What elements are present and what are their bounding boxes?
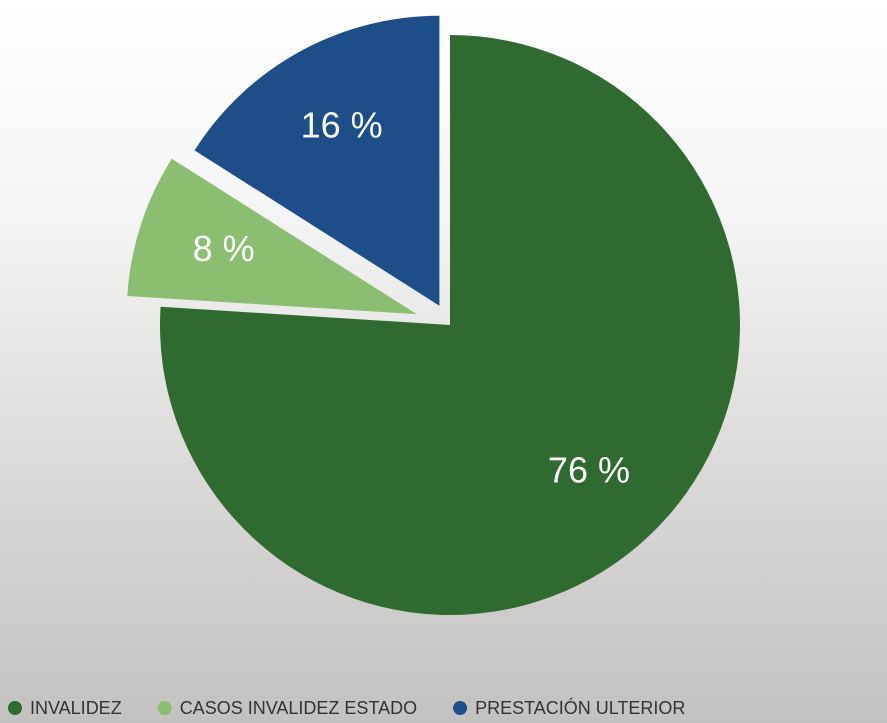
legend-marker [157,701,172,715]
pie-slice [127,158,417,315]
slice-label: 76 % [548,449,630,490]
legend-marker [8,701,22,715]
legend-label: CASOS INVALIDEZ ESTADO [180,698,417,718]
pie-slice [194,15,440,306]
pie-slice [160,35,741,615]
slice-label: 8 % [193,228,255,269]
legend-label: INVALIDEZ [30,698,122,718]
slice-label: 16 % [301,104,383,145]
legend-marker [453,701,468,715]
legend-label: PRESTACIÓN ULTERIOR [475,697,685,718]
